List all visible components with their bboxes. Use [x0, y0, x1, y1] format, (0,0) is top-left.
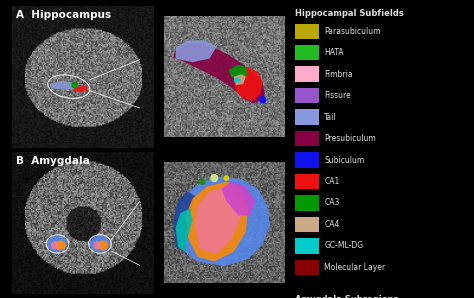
Bar [295, 238, 319, 254]
Text: Parasubiculum: Parasubiculum [324, 27, 381, 36]
Ellipse shape [234, 78, 241, 83]
Bar [295, 217, 319, 232]
Text: Amygdala Subregions: Amygdala Subregions [295, 295, 399, 298]
Polygon shape [175, 41, 217, 62]
Ellipse shape [55, 240, 66, 250]
Text: CA3: CA3 [324, 198, 340, 207]
Circle shape [260, 97, 265, 103]
Text: Subiculum: Subiculum [324, 156, 365, 164]
Text: GC-ML-DG: GC-ML-DG [324, 241, 364, 250]
Circle shape [72, 83, 77, 88]
Polygon shape [234, 67, 263, 101]
Ellipse shape [97, 240, 109, 250]
Polygon shape [234, 74, 246, 85]
Polygon shape [175, 208, 192, 252]
Bar [295, 88, 319, 103]
Text: Fissure: Fissure [324, 91, 351, 100]
Text: Molecular Layer: Molecular Layer [324, 263, 385, 272]
Text: CA1: CA1 [324, 177, 339, 186]
Text: CA4: CA4 [324, 220, 340, 229]
Polygon shape [195, 187, 241, 254]
Text: Presubiculum: Presubiculum [324, 134, 376, 143]
Ellipse shape [51, 241, 58, 250]
Polygon shape [173, 191, 195, 252]
Bar [295, 152, 319, 168]
Polygon shape [173, 43, 265, 103]
Text: Tail: Tail [324, 113, 337, 122]
Bar [295, 109, 319, 125]
Circle shape [224, 176, 228, 180]
Bar [295, 24, 319, 39]
Bar [295, 66, 319, 82]
Polygon shape [229, 65, 248, 79]
Polygon shape [185, 182, 248, 261]
Text: Fimbria: Fimbria [324, 70, 353, 79]
Bar [295, 174, 319, 189]
Bar [295, 131, 319, 146]
Bar [295, 195, 319, 211]
Ellipse shape [47, 235, 67, 252]
Text: Hippocampal Subfields: Hippocampal Subfields [295, 9, 404, 18]
Polygon shape [221, 182, 255, 215]
Bar [295, 45, 319, 60]
Ellipse shape [90, 235, 110, 252]
Text: A  Hippocampus: A Hippocampus [17, 10, 111, 20]
Bar [295, 260, 319, 275]
Ellipse shape [93, 241, 100, 250]
Text: B  Amygdala: B Amygdala [17, 156, 90, 166]
Polygon shape [73, 85, 87, 92]
Polygon shape [50, 81, 77, 89]
Circle shape [211, 175, 218, 181]
Circle shape [200, 179, 205, 184]
Text: HATA: HATA [324, 48, 344, 57]
Polygon shape [175, 177, 270, 266]
